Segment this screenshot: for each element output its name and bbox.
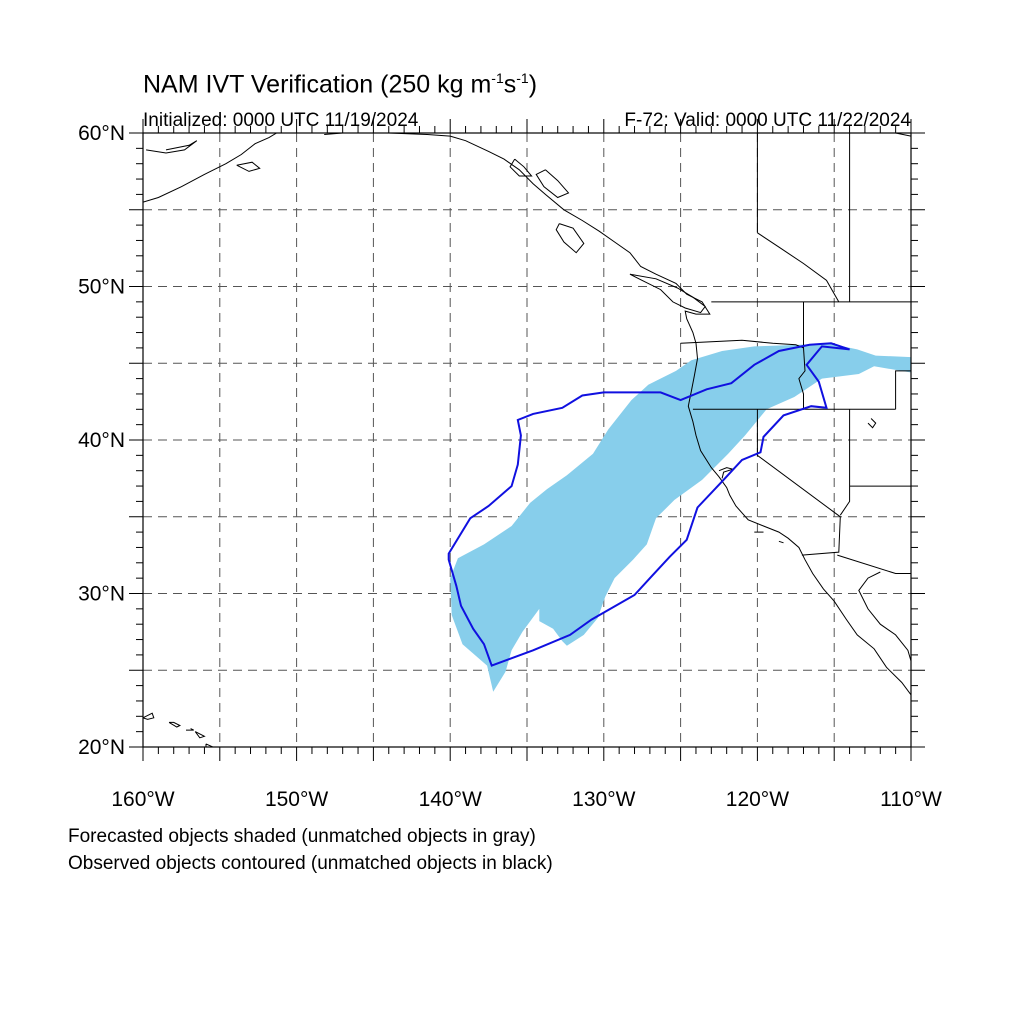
legend-note-observed: Observed objects contoured (unmatched ob… bbox=[68, 853, 553, 874]
lon-tick-label: 160°W bbox=[111, 788, 174, 811]
coastline-segment bbox=[324, 133, 911, 696]
coastline-segment bbox=[778, 540, 784, 544]
coastlines bbox=[143, 133, 911, 747]
coastline-segment bbox=[858, 571, 911, 662]
forecast-object bbox=[450, 343, 911, 692]
lon-tick-label: 150°W bbox=[265, 788, 328, 811]
observed-object-contour bbox=[447, 342, 850, 667]
map-title: NAM IVT Verification (250 kg m-1s-1) bbox=[143, 70, 538, 99]
coastline-segment bbox=[146, 140, 198, 154]
coastline-segment bbox=[194, 731, 206, 739]
lon-tick-label: 130°W bbox=[572, 788, 635, 811]
valid-label: F-72: Valid: 0000 UTC 11/22/2024 bbox=[624, 110, 911, 131]
coastline-segment bbox=[680, 339, 806, 410]
lon-tick-label: 110°W bbox=[880, 788, 942, 811]
coastline-segment bbox=[143, 712, 155, 720]
coastline-segment bbox=[143, 133, 277, 203]
coastline-segment bbox=[205, 743, 215, 747]
lat-tick-label: 60°N bbox=[78, 122, 125, 145]
lat-tick-label: 20°N bbox=[78, 736, 125, 759]
coastline-segment bbox=[168, 721, 182, 728]
lon-tick-label: 120°W bbox=[726, 788, 789, 811]
coastline-segment bbox=[535, 169, 570, 199]
coastline-segment bbox=[895, 370, 911, 410]
lat-tick-label: 40°N bbox=[78, 429, 125, 452]
coastline-segment bbox=[867, 418, 877, 429]
coastline-segment bbox=[509, 158, 533, 177]
legend-note-forecast: Forecasted objects shaded (unmatched obj… bbox=[68, 826, 536, 847]
coastline-segment bbox=[629, 273, 706, 314]
coastline-segment bbox=[756, 409, 841, 556]
coastline-segment bbox=[757, 232, 840, 303]
lat-tick-label: 50°N bbox=[78, 276, 125, 299]
lon-tick-label: 140°W bbox=[419, 788, 482, 811]
coastline-segment bbox=[236, 161, 261, 172]
initialized-label: Initialized: 0000 UTC 11/19/2024 bbox=[143, 110, 419, 131]
coastline-segment bbox=[186, 728, 194, 731]
coastline-segment bbox=[837, 554, 911, 574]
coastline-segment bbox=[555, 223, 585, 254]
lat-tick-label: 30°N bbox=[78, 583, 125, 606]
coastline-segment bbox=[839, 409, 851, 516]
